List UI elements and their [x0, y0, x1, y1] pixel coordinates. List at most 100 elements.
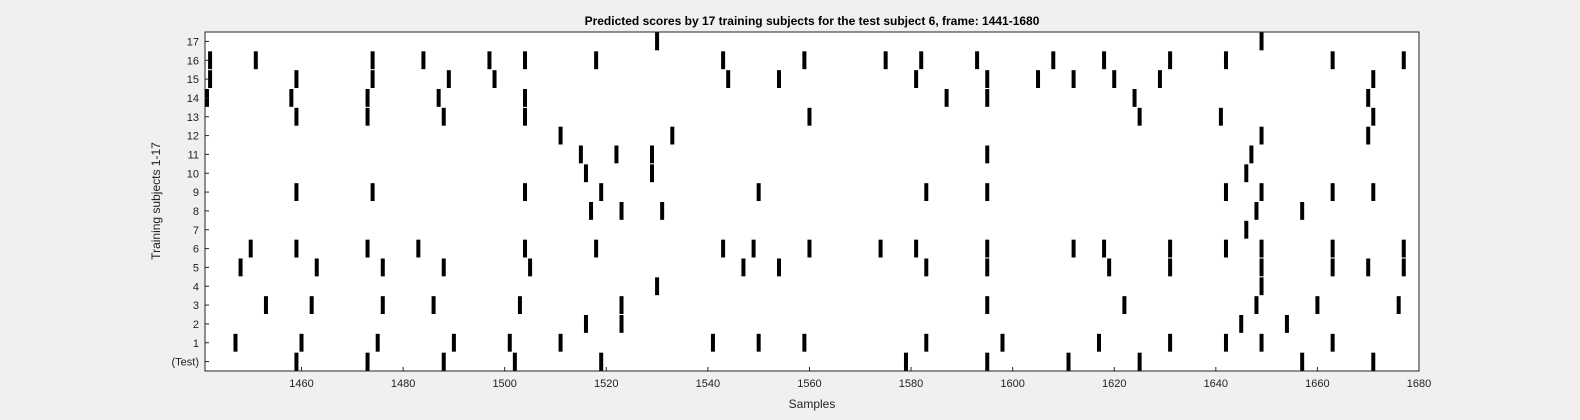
- y-tick-label: 6: [193, 244, 199, 256]
- score-mark: [208, 51, 213, 70]
- score-mark: [1223, 333, 1228, 352]
- score-mark: [985, 70, 990, 88]
- score-mark: [985, 258, 990, 277]
- y-axis-label: Training subjects 1-17: [149, 142, 163, 260]
- score-mark: [1259, 32, 1264, 51]
- score-mark: [370, 70, 375, 88]
- score-mark: [594, 239, 599, 258]
- score-mark: [1259, 277, 1264, 296]
- score-mark: [1096, 333, 1101, 352]
- score-mark: [487, 51, 492, 70]
- score-mark: [1254, 202, 1259, 220]
- score-mark: [619, 296, 624, 314]
- score-mark: [721, 239, 726, 258]
- score-mark: [238, 258, 243, 277]
- score-mark: [756, 333, 761, 352]
- score-mark: [512, 352, 517, 371]
- score-mark: [492, 70, 497, 88]
- score-mark: [1107, 258, 1112, 277]
- score-mark: [294, 239, 299, 258]
- x-tick-label: 1460: [289, 378, 313, 390]
- score-mark: [1330, 258, 1335, 277]
- score-mark: [1137, 352, 1142, 371]
- score-mark: [294, 183, 299, 201]
- score-mark: [655, 277, 660, 296]
- score-mark: [248, 239, 253, 258]
- score-mark: [924, 333, 929, 352]
- score-mark: [619, 202, 624, 220]
- score-mark: [375, 333, 380, 352]
- score-mark: [365, 107, 370, 126]
- score-mark: [726, 70, 731, 88]
- score-mark: [1366, 89, 1371, 107]
- score-mark: [416, 239, 421, 258]
- x-tick-label: 1640: [1204, 378, 1228, 390]
- y-tick-label: 2: [193, 319, 199, 331]
- score-mark: [558, 126, 563, 145]
- score-mark: [1401, 239, 1406, 258]
- score-mark: [802, 333, 807, 352]
- score-mark: [883, 51, 888, 70]
- x-axis-label: Samples: [789, 397, 836, 411]
- score-mark: [1259, 258, 1264, 277]
- y-tick-label: 10: [187, 168, 199, 180]
- score-mark: [985, 145, 990, 164]
- score-mark: [523, 51, 528, 70]
- y-tick-label: 1: [193, 338, 199, 350]
- score-mark: [807, 107, 812, 126]
- score-mark: [380, 296, 385, 314]
- score-mark: [670, 126, 675, 145]
- score-mark: [431, 296, 436, 314]
- y-tick-label: 13: [187, 112, 199, 124]
- score-mark: [614, 145, 619, 164]
- score-mark: [599, 183, 604, 201]
- score-mark: [975, 51, 980, 70]
- score-mark: [1168, 239, 1173, 258]
- score-mark: [1223, 183, 1228, 201]
- score-mark: [1066, 352, 1071, 371]
- score-mark: [655, 32, 660, 51]
- score-mark: [294, 352, 299, 371]
- score-mark: [985, 296, 990, 314]
- score-mark: [914, 70, 919, 88]
- score-mark: [1315, 296, 1320, 314]
- score-mark: [924, 183, 929, 201]
- score-mark: [619, 315, 624, 333]
- chart-title: Predicted scores by 17 training subjects…: [585, 14, 1040, 28]
- score-mark: [380, 258, 385, 277]
- score-mark: [1051, 51, 1056, 70]
- score-mark: [1137, 107, 1142, 126]
- score-mark: [1330, 239, 1335, 258]
- score-mark: [721, 51, 726, 70]
- y-tick-label: 9: [193, 187, 199, 199]
- x-tick-label: 1660: [1305, 378, 1329, 390]
- score-mark: [523, 89, 528, 107]
- score-mark: [1371, 107, 1376, 126]
- x-tick-label: 1620: [1102, 378, 1126, 390]
- score-mark: [1157, 70, 1162, 88]
- score-mark: [1244, 164, 1249, 183]
- score-mark: [776, 70, 781, 88]
- score-mark: [1330, 51, 1335, 70]
- score-mark: [1168, 51, 1173, 70]
- score-mark: [289, 89, 294, 107]
- score-mark: [1300, 352, 1305, 371]
- score-mark: [1300, 202, 1305, 220]
- marks-layer: [205, 32, 1406, 371]
- score-mark: [1102, 239, 1107, 258]
- score-mark: [507, 333, 512, 352]
- score-mark: [944, 89, 949, 107]
- score-mark: [558, 333, 563, 352]
- y-tick-label: 15: [187, 74, 199, 86]
- score-mark: [1036, 70, 1041, 88]
- score-mark: [263, 296, 268, 314]
- score-mark: [294, 70, 299, 88]
- score-mark: [756, 183, 761, 201]
- score-mark: [776, 258, 781, 277]
- score-mark: [649, 145, 654, 164]
- score-mark: [1112, 70, 1117, 88]
- score-mark: [751, 239, 756, 258]
- score-mark: [528, 258, 533, 277]
